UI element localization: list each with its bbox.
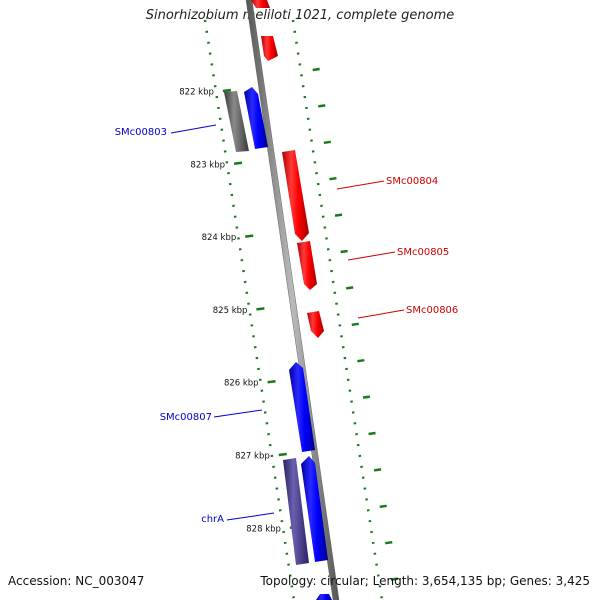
gene-chrA-feature[interactable]	[301, 456, 328, 562]
outer-track-dash	[362, 395, 371, 399]
label-leaders	[170, 124, 405, 521]
outer-track-dash	[346, 286, 354, 290]
gene-SMc00803-shadow[interactable]	[224, 91, 249, 152]
outer-track-dash	[318, 104, 326, 108]
outer-track-dash	[390, 577, 399, 581]
ruler-tick-mark	[267, 379, 276, 384]
outer-track-dash	[357, 358, 365, 363]
leader-chrA	[226, 512, 275, 521]
partial-forward-gene-bottom[interactable]	[316, 594, 332, 600]
label-SMc00805[interactable]: SMc00805	[397, 247, 449, 258]
genome-summary-text: Topology: circular; Length: 3,654,135 bp…	[260, 574, 590, 588]
outer-track-dash	[385, 540, 393, 545]
leader-SMc00803	[170, 124, 217, 134]
outer-track-dash	[329, 176, 337, 181]
guide-tracks	[203, 19, 399, 600]
outer-track-dash	[351, 322, 359, 327]
ruler-tick-label: 822 kbp	[179, 88, 214, 98]
accession-text: Accession: NC_003047	[8, 574, 145, 588]
gene-SMc00803-feature[interactable]	[244, 87, 268, 149]
gene-features	[224, 0, 332, 600]
leader-SMc00805	[347, 251, 396, 261]
outer-track-dash	[334, 213, 343, 217]
outer-track-dash	[379, 504, 387, 509]
ruler-tick-label: 828 kbp	[246, 524, 281, 534]
leader-SMc00807	[213, 409, 263, 418]
ruler-tick-label: 827 kbp	[235, 452, 270, 462]
gene-labels: SMc00803 SMc00804 SMc00805 SMc00806 SMc0…	[115, 127, 459, 525]
label-SMc00803[interactable]: SMc00803	[115, 127, 167, 138]
label-SMc00804[interactable]: SMc00804	[386, 176, 438, 187]
gene-SMc00805-feature[interactable]	[297, 241, 317, 290]
outer-track-dashes	[312, 67, 399, 581]
ruler-tick-label: 823 kbp	[190, 160, 225, 170]
gene-SMc00807-feature[interactable]	[289, 362, 315, 452]
partial-reverse-gene-top[interactable]	[251, 0, 270, 8]
ruler-tick-mark	[245, 234, 254, 238]
ruler-tick-mark	[256, 307, 265, 311]
ruler-tick-label: 826 kbp	[224, 379, 259, 389]
outer-track-dash	[323, 140, 332, 145]
gene-SMc00804-feature[interactable]	[282, 150, 309, 241]
leader-SMc00804	[336, 180, 385, 190]
gene-SMc00806-feature[interactable]	[307, 311, 324, 338]
outer-track-dash	[312, 67, 320, 72]
ruler-tick-mark	[222, 88, 232, 93]
ruler-tick-label: 825 kbp	[213, 306, 248, 316]
ruler-ticks: 822 kbp 823 kbp 824 kbp 825 kbp 826 kbp 827 k…	[179, 88, 299, 534]
label-SMc00807[interactable]: SMc00807	[160, 412, 212, 423]
partial-reverse-gene-2[interactable]	[261, 36, 278, 61]
ruler-tick-mark	[278, 452, 287, 457]
ruler-tick-label: 824 kbp	[202, 233, 237, 243]
label-SMc00806[interactable]: SMc00806	[406, 305, 458, 316]
gene-chrA-highlight[interactable]	[283, 458, 309, 565]
ruler-tick-mark	[233, 161, 243, 166]
outer-track-dash	[373, 468, 382, 472]
outer-dotted-track	[291, 19, 384, 600]
label-chrA[interactable]: chrA	[201, 514, 224, 525]
map-title: Sinorhizobium meliloti 1021, complete ge…	[145, 8, 455, 23]
outer-track-dash	[340, 249, 348, 254]
leader-SMc00806	[357, 309, 405, 319]
outer-track-dash	[368, 431, 376, 436]
